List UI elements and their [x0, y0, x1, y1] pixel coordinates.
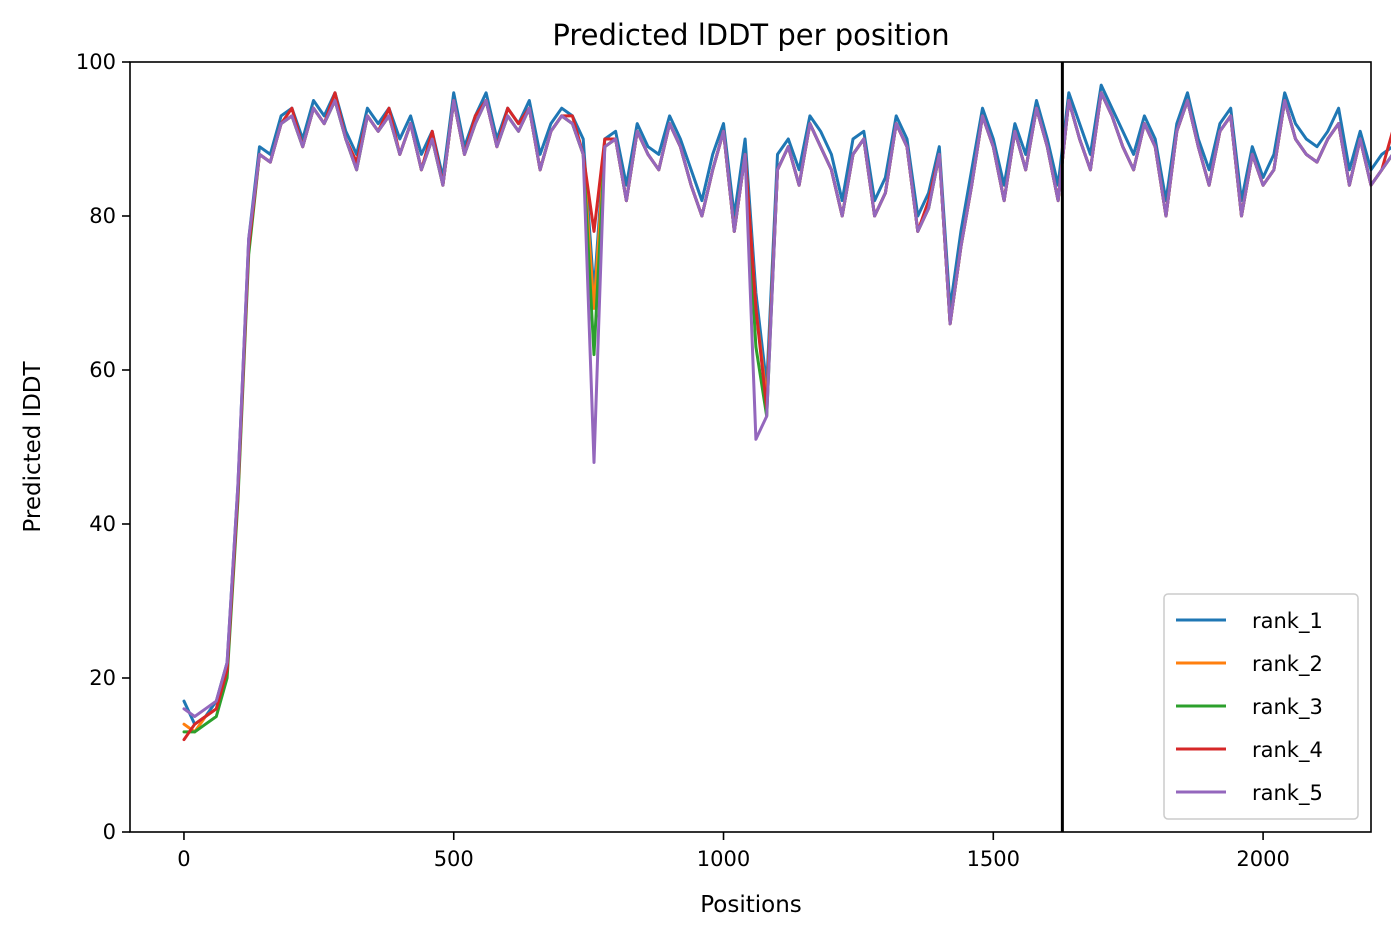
y-axis-label: Predicted lDDT: [20, 360, 46, 532]
lddt-chart: Predicted lDDT per position 0 500 1000 1500…: [0, 0, 1391, 939]
legend-label-rank-5: rank_5: [1252, 781, 1323, 806]
y-tick-label: 40: [89, 512, 116, 536]
x-tick-label: 1000: [697, 847, 750, 871]
legend: rank_1 rank_2 rank_3 rank_4 rank_5: [1164, 594, 1358, 819]
x-tick-label: 0: [177, 847, 190, 871]
y-tick-label: 0: [103, 820, 116, 844]
y-axis-ticks: 0 20 40 60 80 100: [76, 50, 130, 844]
chart-title: Predicted lDDT per position: [552, 18, 949, 52]
y-tick-label: 100: [76, 50, 116, 74]
legend-label-rank-1: rank_1: [1252, 609, 1323, 634]
x-tick-label: 500: [434, 847, 474, 871]
x-axis-label: Positions: [700, 892, 802, 918]
legend-label-rank-4: rank_4: [1252, 738, 1323, 763]
legend-label-rank-3: rank_3: [1252, 695, 1323, 720]
x-axis-ticks: 0 500 1000 1500 2000: [177, 832, 1290, 871]
y-tick-label: 60: [89, 358, 116, 382]
x-tick-label: 2000: [1236, 847, 1289, 871]
legend-label-rank-2: rank_2: [1252, 652, 1323, 677]
y-tick-label: 20: [89, 666, 116, 690]
x-tick-label: 1500: [967, 847, 1020, 871]
y-tick-label: 80: [89, 204, 116, 228]
